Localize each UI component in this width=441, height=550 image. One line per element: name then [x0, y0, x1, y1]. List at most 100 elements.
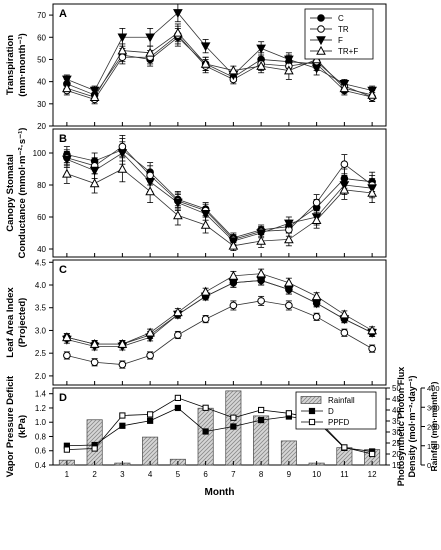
point-TR+F	[367, 89, 377, 99]
point-F	[200, 210, 211, 219]
point-TR+F	[228, 65, 239, 75]
series-line-C	[66, 149, 373, 239]
point-TR+F	[200, 286, 211, 296]
point-TR+F	[367, 325, 377, 335]
point-TR+F	[311, 291, 322, 301]
point-F	[117, 149, 128, 159]
panel-letter-D: D	[59, 392, 67, 404]
point-F	[311, 64, 322, 74]
point-F	[173, 9, 183, 19]
point-TR+F	[145, 186, 155, 196]
point-TR	[118, 360, 127, 369]
point-TR	[229, 301, 238, 310]
x-tick-label: 4	[148, 470, 153, 479]
point-TR	[63, 351, 71, 360]
point-vpd	[174, 404, 181, 412]
y2-tick-label: 50	[392, 384, 401, 393]
y-tick-label: 4.0	[35, 281, 47, 290]
point-TR+F	[145, 47, 155, 57]
y-tick-label: 2.5	[35, 349, 47, 358]
y-axis-label: Canopy Stomatal	[5, 154, 16, 232]
y2-tick-label: 45	[392, 395, 401, 404]
rainfall-bar	[253, 415, 270, 466]
rainfall-bar	[142, 436, 159, 466]
y3-tick-label: 400	[427, 384, 440, 393]
point-TR+F	[311, 215, 322, 224]
point-vpd	[119, 422, 126, 429]
x-tick-label: 10	[312, 470, 321, 479]
point-TR+F	[339, 309, 350, 319]
point-F	[284, 55, 294, 65]
point-TR+F	[62, 332, 72, 342]
x-tick-label: 11	[340, 470, 349, 479]
y-tick-label: 0.8	[35, 432, 47, 441]
point-TR	[257, 297, 265, 305]
y-tick-label: 4.5	[35, 258, 47, 267]
point-TR+F	[200, 219, 211, 229]
x-tick-label: 9	[287, 470, 292, 479]
rainfall-bar	[197, 407, 214, 466]
legend-label: Rainfall	[328, 396, 355, 405]
point-F	[256, 44, 266, 54]
y-axis-unit: (mm·month⁻¹)	[17, 33, 28, 97]
legend-label: TR	[338, 25, 349, 34]
x-tick-label: 2	[92, 470, 97, 479]
y-tick-label: 2.0	[35, 372, 47, 381]
legend-marker-C	[317, 14, 325, 22]
y-tick-label: 40	[37, 245, 46, 254]
point-TR+F	[89, 178, 100, 188]
point-ppfd	[285, 410, 292, 417]
point-TR	[118, 53, 127, 62]
point-ppfd	[147, 411, 154, 418]
point-F	[173, 198, 183, 208]
x-tick-label: 12	[368, 470, 377, 479]
point-TR+F	[284, 277, 294, 287]
y-tick-label: 1.2	[35, 404, 47, 413]
point-TR+F	[284, 65, 294, 75]
y2-tick-label: 20	[392, 450, 401, 459]
point-F	[284, 219, 294, 229]
point-F	[200, 42, 211, 52]
point-vpd	[147, 417, 154, 424]
y-axis-label-vpd: Vapor Pressure Deficit	[5, 375, 16, 477]
panel-letter-A: A	[59, 8, 67, 20]
y3-tick-label: 300	[427, 403, 440, 412]
point-ppfd	[202, 404, 209, 411]
point-TR	[368, 344, 376, 353]
y2-tick-label: 15	[392, 461, 401, 470]
y-tick-label: 60	[37, 213, 46, 222]
point-TR	[312, 198, 321, 207]
plot-frame-B	[52, 128, 387, 258]
point-vpd	[202, 428, 209, 435]
point-TR+F	[256, 60, 266, 70]
y3-axis-label: Rainfall (mm·month⁻¹)	[429, 381, 439, 471]
point-TR+F	[200, 58, 211, 68]
y3-tick-label: 100	[427, 442, 440, 451]
y-tick-label: 0.6	[35, 447, 47, 456]
point-TR	[285, 301, 293, 310]
point-TR+F	[256, 268, 266, 278]
point-vpd	[230, 423, 237, 430]
point-F	[145, 178, 155, 187]
point-TR+F	[367, 187, 377, 197]
point-TR+F	[89, 338, 100, 348]
y-tick-label: 30	[37, 100, 46, 109]
point-vpd	[258, 416, 265, 424]
point-ppfd	[91, 445, 98, 452]
point-ppfd	[119, 412, 126, 419]
series-line-C	[66, 36, 373, 98]
x-tick-label: 8	[259, 470, 264, 479]
point-TR	[146, 171, 154, 180]
x-tick-label: 5	[176, 470, 181, 479]
point-TR+F	[62, 83, 72, 93]
point-F	[145, 33, 155, 43]
y3-tick-label: 200	[427, 423, 440, 432]
point-TR	[340, 328, 349, 337]
legend-label: C	[338, 14, 344, 23]
y-tick-label: 40	[37, 78, 46, 87]
y-axis-label-line-2: (Projected)	[17, 298, 28, 348]
y2-axis-label-line-2: Density (mol·m⁻²·day⁻¹)	[407, 375, 417, 477]
plot-frame-A	[52, 3, 387, 127]
plot-frame-C	[52, 259, 387, 386]
point-TR+F	[173, 307, 183, 317]
